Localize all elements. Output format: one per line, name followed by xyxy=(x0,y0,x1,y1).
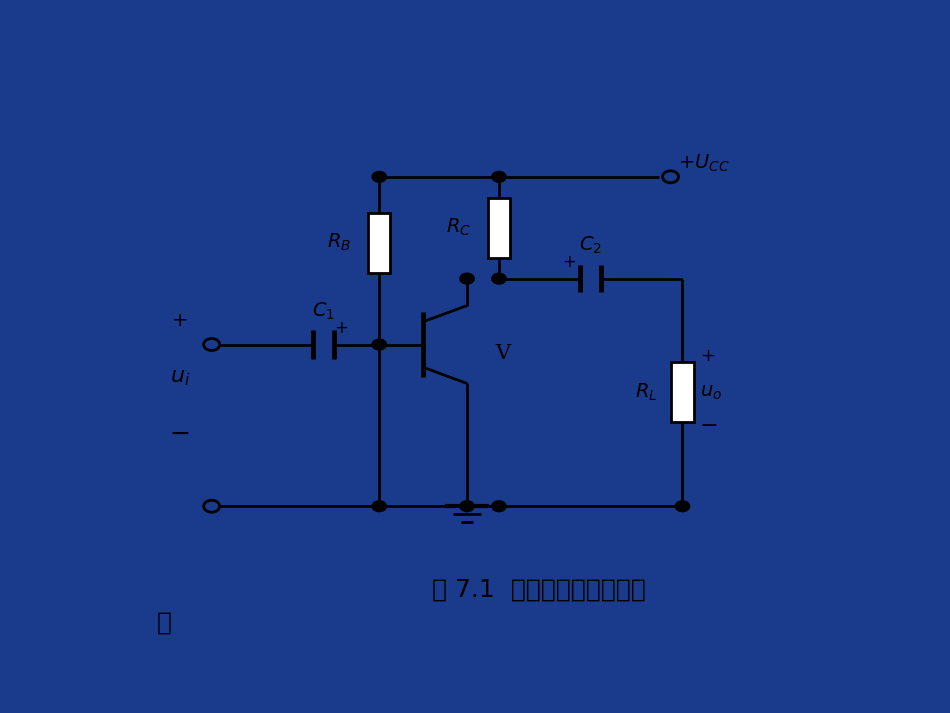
Circle shape xyxy=(492,273,506,284)
Text: +: + xyxy=(333,319,348,337)
Text: $R_B$: $R_B$ xyxy=(327,232,352,253)
Circle shape xyxy=(460,501,474,512)
Text: 路: 路 xyxy=(157,611,171,635)
Circle shape xyxy=(372,339,387,350)
Bar xyxy=(368,212,390,272)
Circle shape xyxy=(492,171,506,183)
Circle shape xyxy=(372,171,387,183)
Text: $+U_{CC}$: $+U_{CC}$ xyxy=(678,153,731,174)
Text: 图 7.1  共发射极基本放大电: 图 7.1 共发射极基本放大电 xyxy=(432,578,646,602)
Text: $R_C$: $R_C$ xyxy=(446,217,471,238)
FancyArrowPatch shape xyxy=(449,375,465,382)
Text: $C_1$: $C_1$ xyxy=(312,300,335,322)
Text: $u_o$: $u_o$ xyxy=(700,384,722,401)
Text: −: − xyxy=(169,422,190,446)
Text: $C_2$: $C_2$ xyxy=(580,235,602,256)
Bar xyxy=(487,198,510,257)
Circle shape xyxy=(372,501,387,512)
Bar xyxy=(672,362,694,422)
Text: $u_i$: $u_i$ xyxy=(169,366,190,389)
Circle shape xyxy=(492,501,506,512)
Circle shape xyxy=(460,273,474,284)
Text: +: + xyxy=(562,253,577,272)
Text: +: + xyxy=(172,311,188,330)
Circle shape xyxy=(675,501,690,512)
Text: −: − xyxy=(700,416,718,436)
Text: V: V xyxy=(495,344,510,363)
Text: +: + xyxy=(700,347,715,366)
Text: $R_L$: $R_L$ xyxy=(635,381,657,403)
